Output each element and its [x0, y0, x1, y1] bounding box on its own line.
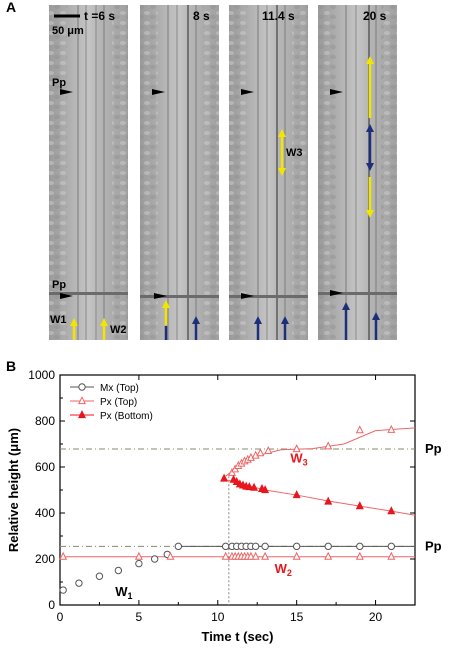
data-point-series-1 — [324, 441, 333, 450]
panel-b-letter: B — [6, 358, 17, 374]
data-point-series-3 — [166, 551, 175, 560]
data-point-series-0 — [387, 542, 396, 551]
w1-annotation: W1 — [115, 584, 132, 601]
time-label-4: 20 s — [363, 9, 387, 23]
data-point-series-2 — [261, 485, 270, 494]
time-label-2: 8 s — [193, 9, 210, 23]
legend-marker — [77, 396, 87, 405]
y-tick-label: 400 — [35, 506, 55, 520]
data-point-series-2 — [250, 482, 259, 491]
legend-marker — [78, 383, 86, 391]
w1-label-a: W1 — [50, 314, 67, 326]
legend-marker — [77, 410, 87, 419]
data-point-series-3 — [251, 551, 260, 560]
x-tick-label: 20 — [369, 610, 383, 624]
y-axis-label: Relative height (μm) — [6, 428, 21, 552]
pp-marker-top-label: Pp — [52, 77, 66, 89]
data-point-series-3 — [387, 551, 396, 560]
data-point-series-1 — [256, 448, 265, 457]
frame-4: 20 s — [318, 5, 397, 340]
data-point-series-0 — [292, 542, 301, 551]
legend-label: Px (Bottom) — [100, 411, 153, 422]
data-point-series-0 — [251, 542, 260, 551]
data-point-series-3 — [355, 551, 364, 560]
pp-arrowhead-top — [60, 89, 73, 95]
legend-label: Px (Top) — [100, 397, 137, 408]
data-point-series-0 — [59, 586, 67, 594]
micrograph-panel: t =6 s 50 μm Pp Pp W1 W2 8 s — [49, 5, 397, 340]
scale-label: 50 μm — [52, 25, 84, 37]
data-point-series-0 — [324, 542, 332, 551]
pp-upper-annotation: Pp — [425, 441, 442, 456]
frame-2: 8 s — [140, 5, 219, 340]
x-tick-label: 15 — [290, 610, 304, 624]
data-point-series-1 — [387, 424, 396, 433]
data-point-series-0 — [114, 566, 123, 575]
data-point-series-0 — [221, 542, 230, 551]
w3-annotation: W3 — [290, 450, 307, 467]
data-point-series-1 — [292, 444, 301, 453]
data-point-series-2 — [292, 490, 301, 499]
x-tick-label: 0 — [57, 610, 64, 624]
x-tick-label: 10 — [211, 610, 225, 624]
data-point-series-2 — [355, 501, 364, 510]
data-point-series-2 — [220, 473, 229, 482]
legend-label: Mx (Top) — [100, 383, 139, 394]
w3-label-a: W3 — [286, 147, 303, 159]
data-point-series-2 — [245, 482, 254, 491]
y-tick-label: 1000 — [28, 368, 55, 382]
data-point-series-0 — [174, 542, 183, 551]
x-axis-label: Time t (sec) — [201, 629, 273, 644]
data-point-series-1 — [355, 425, 364, 434]
x-tick-label: 5 — [136, 610, 143, 624]
fit-line-2 — [225, 427, 416, 477]
y-tick-label: 0 — [48, 598, 55, 612]
data-point-series-0 — [75, 579, 83, 587]
data-point-series-2 — [387, 506, 396, 515]
pp-lower-annotation: Pp — [425, 538, 442, 553]
data-point-series-3 — [261, 551, 270, 560]
data-point-series-2 — [324, 496, 333, 505]
data-point-series-3 — [246, 551, 255, 560]
w2-annotation: W2 — [275, 561, 292, 578]
frame-1: t =6 s 50 μm Pp Pp W1 W2 — [49, 5, 128, 340]
data-point-series-3 — [221, 551, 230, 560]
y-tick-label: 800 — [35, 414, 55, 428]
data-point-series-0 — [356, 542, 364, 551]
y-tick-label: 200 — [35, 552, 55, 566]
pp-marker-bottom-label: Pp — [52, 279, 66, 291]
data-point-series-3 — [134, 551, 143, 560]
data-point-series-1 — [264, 445, 273, 454]
frame-3: 11.4 s W3 — [229, 5, 308, 340]
data-point-series-3 — [59, 551, 68, 560]
data-point-series-0 — [150, 555, 159, 563]
data-point-series-0 — [135, 559, 143, 568]
data-point-series-3 — [292, 551, 301, 560]
time-label-1: t =6 s — [84, 9, 115, 23]
panel-a-letter: A — [6, 0, 17, 15]
pp-arrowhead-bottom — [60, 293, 73, 299]
y-tick-label: 600 — [35, 460, 55, 474]
plot-frame — [59, 374, 416, 606]
data-point-series-0 — [95, 572, 104, 580]
data-point-series-3 — [324, 551, 333, 560]
time-label-3: 11.4 s — [262, 9, 295, 23]
w2-label-a: W2 — [110, 324, 127, 336]
data-point-series-0 — [261, 542, 269, 551]
